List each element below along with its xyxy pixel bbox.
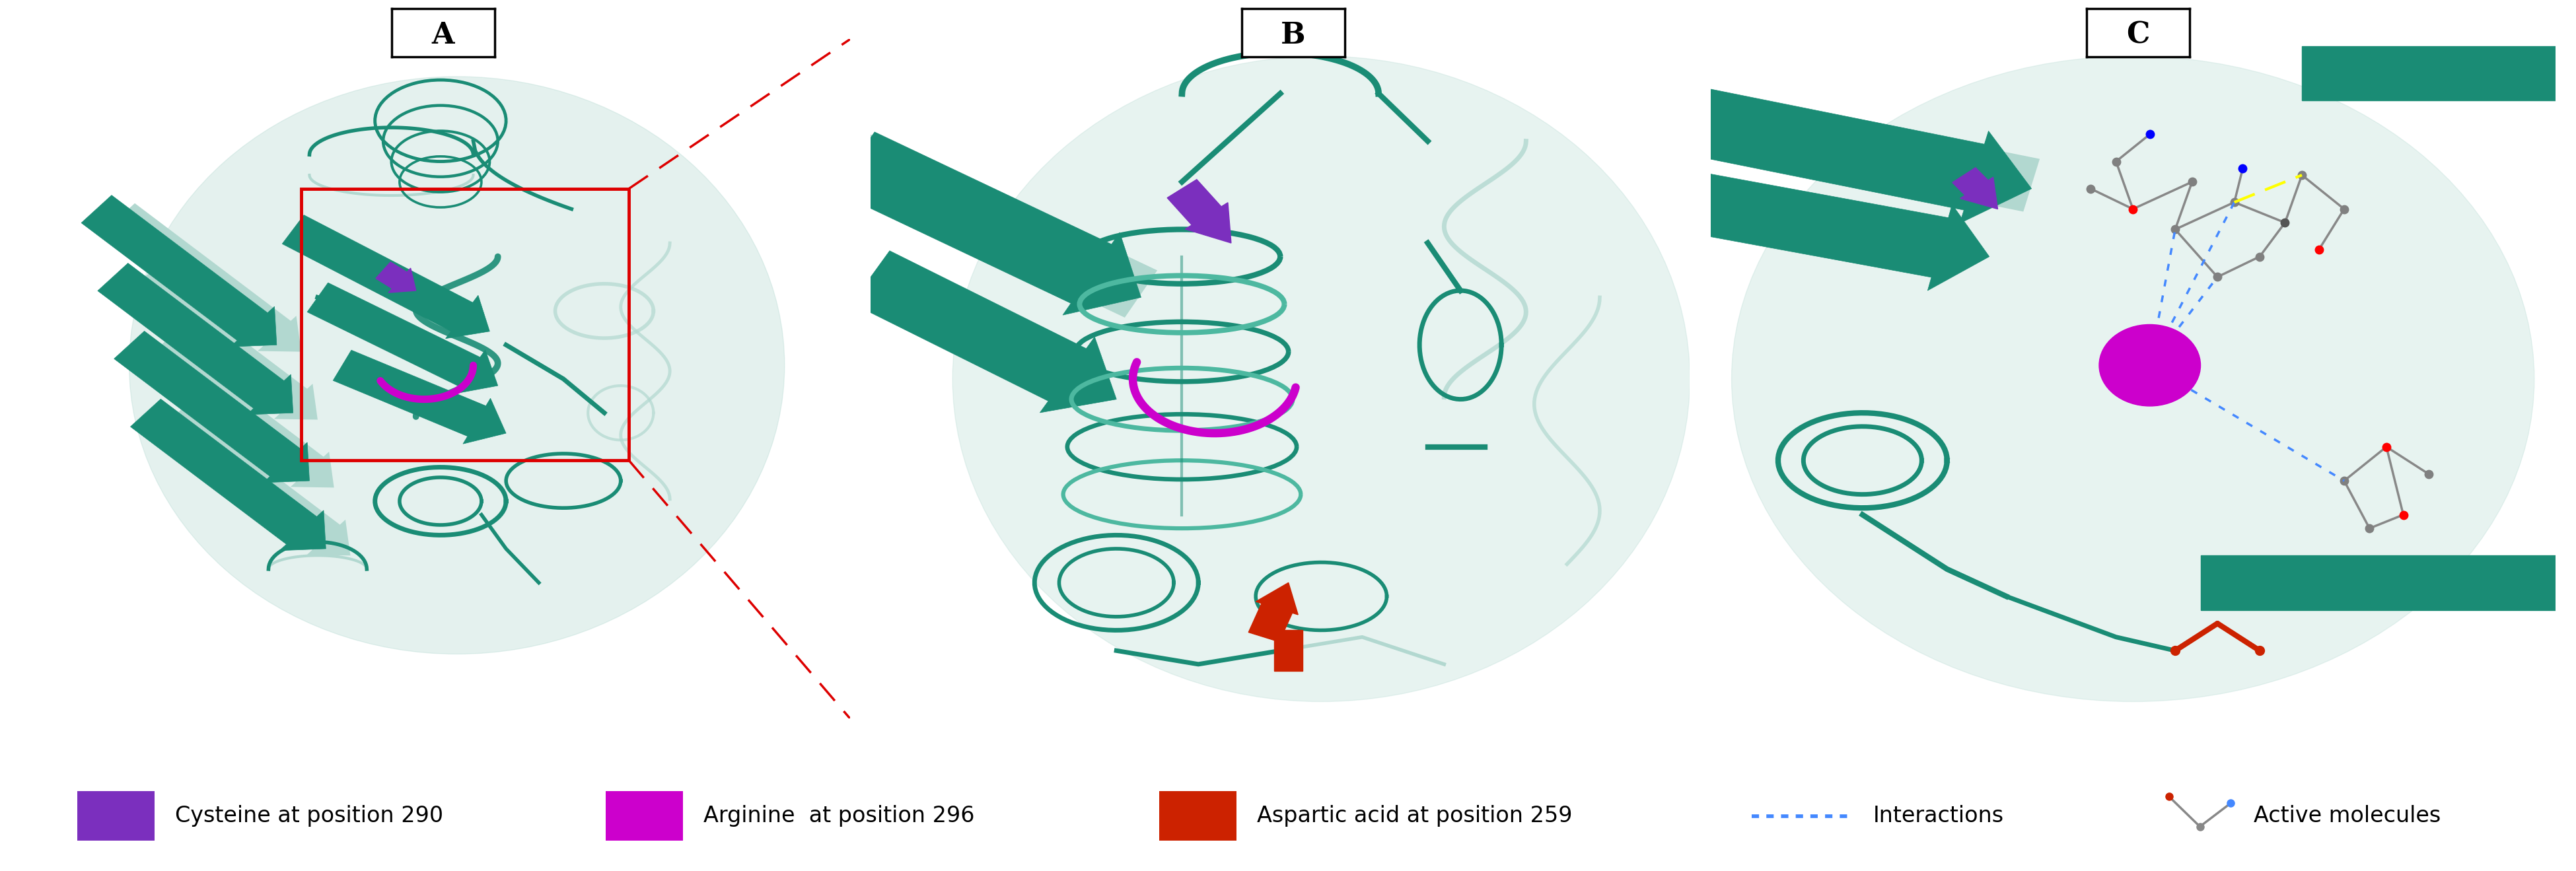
- FancyArrow shape: [837, 134, 1157, 318]
- FancyArrow shape: [1167, 179, 1231, 243]
- FancyArrow shape: [113, 331, 309, 483]
- Text: A: A: [433, 21, 453, 50]
- FancyArrow shape: [124, 271, 317, 420]
- Text: Active molecules: Active molecules: [2254, 805, 2442, 827]
- FancyArrow shape: [835, 132, 1141, 315]
- FancyArrow shape: [131, 399, 325, 550]
- FancyArrow shape: [1685, 91, 2040, 212]
- FancyArrow shape: [1682, 88, 2032, 223]
- FancyArrow shape: [139, 339, 335, 488]
- Text: Arginine  at position 296: Arginine at position 296: [703, 805, 974, 827]
- FancyArrow shape: [82, 195, 276, 347]
- Text: Cysteine at position 290: Cysteine at position 290: [175, 805, 443, 827]
- FancyArrow shape: [332, 350, 505, 444]
- Circle shape: [2099, 325, 2200, 406]
- FancyArrow shape: [157, 407, 350, 556]
- FancyArrow shape: [2200, 556, 2573, 610]
- Text: C: C: [2125, 21, 2151, 50]
- FancyArrow shape: [108, 203, 301, 352]
- FancyArrow shape: [98, 263, 294, 415]
- FancyArrow shape: [1953, 167, 1999, 209]
- Bar: [605, 791, 683, 841]
- Bar: [301, 189, 629, 461]
- Bar: [77, 791, 155, 841]
- FancyArrow shape: [2303, 46, 2573, 100]
- FancyArrow shape: [1249, 583, 1298, 642]
- Ellipse shape: [129, 77, 786, 654]
- FancyArrow shape: [1685, 172, 1989, 291]
- Ellipse shape: [953, 57, 1690, 702]
- FancyArrow shape: [307, 283, 497, 394]
- FancyArrow shape: [853, 251, 1115, 413]
- FancyArrow shape: [283, 215, 489, 339]
- Bar: [1159, 791, 1236, 841]
- Text: Aspartic acid at position 259: Aspartic acid at position 259: [1257, 805, 1571, 827]
- Ellipse shape: [1731, 57, 2535, 702]
- Text: B: B: [1280, 21, 1306, 50]
- Text: Interactions: Interactions: [1873, 805, 2004, 827]
- FancyArrow shape: [376, 262, 415, 293]
- FancyArrow shape: [1275, 631, 1303, 671]
